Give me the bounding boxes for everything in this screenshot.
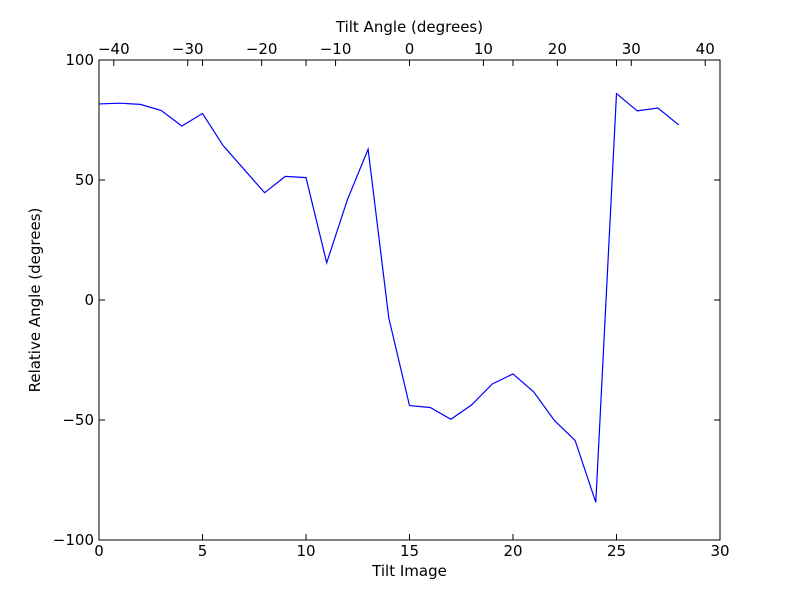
y-tick-label: 50 bbox=[75, 171, 94, 189]
top-x-tick-label: 0 bbox=[405, 40, 415, 58]
top-x-tick-label: 20 bbox=[548, 40, 567, 58]
ticks-layer: 0 5 10 15 20 25 30−40 −30 −20 −10 0 10 20 30 40−100−50… bbox=[53, 40, 730, 560]
x-axis-label: Tilt Image bbox=[371, 562, 447, 580]
x-tick-label: 5 bbox=[198, 542, 208, 560]
top-x-tick-label: 30 bbox=[622, 40, 641, 58]
x-tick-label: 0 bbox=[94, 542, 104, 560]
x-tick-label: 15 bbox=[400, 542, 419, 560]
y-axis-label: Relative Angle (degrees) bbox=[26, 208, 44, 393]
plot-frame bbox=[98, 59, 721, 541]
top-x-tick-label: −20 bbox=[246, 40, 278, 58]
top-x-tick-label: 10 bbox=[474, 40, 493, 58]
x-tick-label: 10 bbox=[296, 542, 315, 560]
x-tick-label: 25 bbox=[607, 542, 626, 560]
x-tick-label: 30 bbox=[710, 542, 729, 560]
y-tick-label: 0 bbox=[84, 291, 94, 309]
top-x-tick-label: −30 bbox=[172, 40, 204, 58]
top-x-tick-label: 40 bbox=[696, 40, 715, 58]
series-line bbox=[98, 92, 679, 503]
top-x-tick-label: −10 bbox=[320, 40, 352, 58]
y-tick-label: −100 bbox=[53, 531, 94, 549]
x-tick-label: 20 bbox=[503, 542, 522, 560]
y-tick-label: −50 bbox=[62, 411, 94, 429]
top-x-axis-label: Tilt Angle (degrees) bbox=[335, 18, 483, 36]
y-tick-label: 100 bbox=[65, 51, 94, 69]
top-x-tick-label: −40 bbox=[98, 40, 130, 58]
series-layer bbox=[98, 92, 679, 503]
